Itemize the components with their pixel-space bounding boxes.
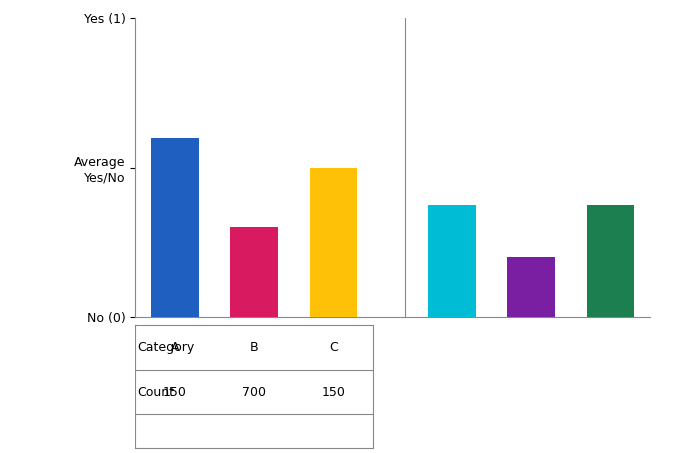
- Text: B: B: [250, 341, 259, 354]
- Text: Count: Count: [137, 386, 174, 399]
- Bar: [508, 257, 555, 317]
- Text: Category: Category: [137, 341, 194, 354]
- Bar: [429, 205, 476, 317]
- Text: A: A: [171, 341, 179, 354]
- Bar: [309, 168, 357, 317]
- Bar: [230, 227, 278, 317]
- Text: C: C: [329, 341, 338, 354]
- Bar: [586, 205, 634, 317]
- Text: Missing_2: Missing_2: [582, 329, 639, 342]
- Bar: [151, 138, 199, 317]
- Text: 700: 700: [242, 386, 266, 399]
- Text: 150: 150: [322, 386, 345, 399]
- Text: Overall
average: Overall average: [428, 329, 477, 357]
- Text: Missing_1: Missing_1: [502, 329, 560, 342]
- Text: 150: 150: [163, 386, 187, 399]
